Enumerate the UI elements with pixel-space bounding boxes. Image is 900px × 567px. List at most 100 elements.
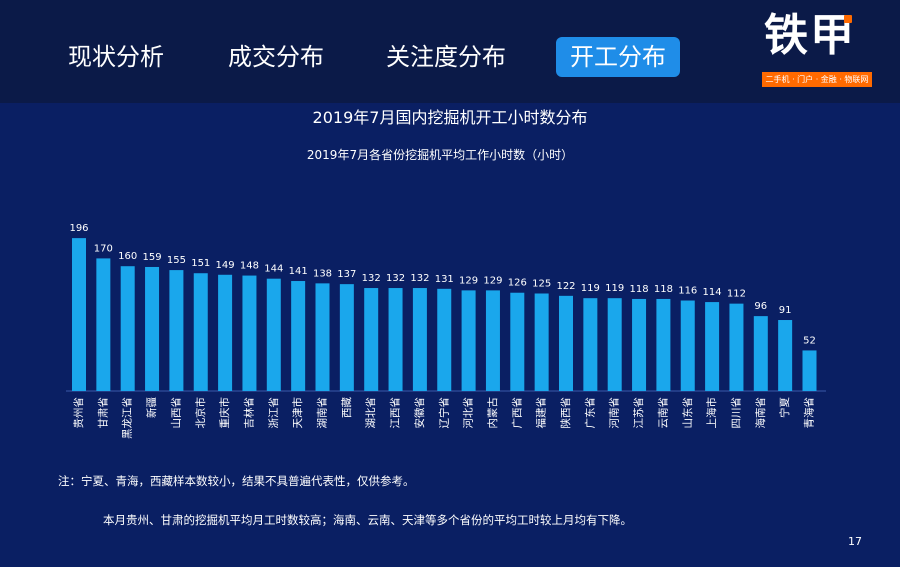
data-label-7: 148 bbox=[240, 261, 259, 272]
bar-1 bbox=[96, 258, 111, 391]
bar-20 bbox=[559, 295, 573, 391]
bar-10 bbox=[315, 283, 330, 391]
category-label-1: 甘肃省 bbox=[96, 397, 109, 429]
category-label-22: 河南省 bbox=[608, 397, 621, 429]
data-label-11: 137 bbox=[337, 269, 356, 280]
data-label-14: 132 bbox=[410, 273, 429, 284]
brand-logo: 铁甲 二手机 · 门户 · 金融 · 物联网 bbox=[760, 8, 876, 90]
bar-21 bbox=[583, 298, 598, 391]
tab-attention-distribution[interactable]: 关注度分布 bbox=[386, 43, 506, 71]
category-label-17: 内蒙古 bbox=[486, 397, 499, 429]
bar-22 bbox=[607, 298, 622, 391]
summary-text: 本月贵州、甘肃的挖掘机平均月工时数较高；海南、云南、天津等多个省份的平均工时较上… bbox=[103, 513, 632, 527]
data-label-23: 118 bbox=[630, 284, 649, 295]
bar-8 bbox=[266, 278, 281, 391]
bar-11 bbox=[339, 284, 354, 391]
category-label-30: 青海省 bbox=[803, 397, 816, 429]
data-label-18: 126 bbox=[508, 278, 527, 289]
bar-15 bbox=[437, 288, 452, 391]
bar-chart: 196 贵州省 170 甘肃省 160 黑龙江省 159 新疆 155 山西省 151 北京市 149 重… bbox=[66, 223, 826, 439]
bar-26 bbox=[705, 302, 720, 391]
bar-19 bbox=[534, 293, 549, 391]
bar-7 bbox=[242, 275, 257, 391]
bar-12 bbox=[364, 288, 379, 391]
category-label-12: 湖北省 bbox=[364, 397, 377, 429]
data-label-4: 155 bbox=[167, 255, 186, 266]
page-number: 17 bbox=[848, 535, 862, 548]
data-label-9: 141 bbox=[289, 266, 308, 277]
bar-16 bbox=[461, 290, 476, 391]
category-label-9: 天津市 bbox=[291, 397, 304, 429]
footnote: 注：宁夏、青海，西藏样本数较小，结果不具普遍代表性，仅供参考。 bbox=[58, 474, 415, 488]
bar-9 bbox=[291, 281, 306, 391]
data-label-5: 151 bbox=[191, 258, 210, 269]
data-label-25: 116 bbox=[678, 286, 697, 297]
data-label-6: 149 bbox=[216, 260, 235, 271]
logo-accent-mark bbox=[844, 15, 852, 23]
bar-29 bbox=[778, 320, 793, 391]
category-label-5: 北京市 bbox=[194, 397, 207, 429]
bar-13 bbox=[388, 288, 403, 391]
category-label-0: 贵州省 bbox=[72, 397, 85, 429]
category-label-15: 辽宁省 bbox=[437, 397, 450, 429]
category-label-2: 黑龙江省 bbox=[121, 397, 134, 439]
category-label-13: 江西省 bbox=[389, 397, 402, 429]
data-label-22: 119 bbox=[605, 283, 624, 294]
category-label-8: 浙江省 bbox=[267, 397, 280, 429]
bar-3 bbox=[145, 266, 160, 391]
data-label-30: 52 bbox=[803, 335, 816, 346]
bar-14 bbox=[412, 288, 427, 391]
category-label-3: 新疆 bbox=[145, 397, 158, 418]
category-label-7: 吉林省 bbox=[242, 397, 255, 429]
category-label-25: 山东省 bbox=[681, 397, 694, 429]
bar-4 bbox=[169, 270, 184, 391]
data-label-1: 170 bbox=[94, 243, 113, 254]
category-label-4: 山西省 bbox=[169, 397, 182, 429]
data-label-2: 160 bbox=[118, 251, 137, 262]
tab-operation-distribution[interactable]: 开工分布 bbox=[556, 37, 680, 77]
bar-25 bbox=[680, 300, 695, 391]
category-label-18: 广西省 bbox=[510, 397, 523, 429]
data-label-27: 112 bbox=[727, 289, 746, 300]
data-label-29: 91 bbox=[779, 305, 792, 316]
tab-deal-distribution[interactable]: 成交分布 bbox=[228, 43, 324, 71]
data-label-15: 131 bbox=[435, 274, 454, 285]
data-label-17: 129 bbox=[483, 275, 502, 286]
data-label-24: 118 bbox=[654, 284, 673, 295]
data-label-0: 196 bbox=[69, 223, 88, 234]
logo-name: 铁甲 bbox=[764, 10, 856, 61]
data-label-8: 144 bbox=[264, 264, 283, 275]
tab-status-analysis[interactable]: 现状分析 bbox=[68, 43, 164, 71]
category-label-6: 重庆市 bbox=[218, 397, 231, 429]
bar-18 bbox=[510, 292, 525, 391]
chart-subtitle: 2019年7月各省份挖掘机平均工作小时数（小时） bbox=[306, 148, 574, 162]
category-label-16: 河北省 bbox=[462, 397, 475, 429]
category-label-23: 江苏省 bbox=[632, 397, 645, 429]
category-label-24: 云南省 bbox=[656, 397, 669, 429]
bar-6 bbox=[218, 274, 233, 391]
header-bar: 现状分析 成交分布 关注度分布 开工分布 铁甲 二手机 · 门户 · 金融 · … bbox=[0, 0, 900, 103]
data-label-21: 119 bbox=[581, 283, 600, 294]
bar-23 bbox=[632, 298, 647, 391]
category-label-27: 四川省 bbox=[729, 397, 742, 429]
bar-30 bbox=[802, 350, 817, 391]
bar-5 bbox=[193, 273, 208, 391]
bar-2 bbox=[120, 266, 135, 391]
bar-17 bbox=[485, 290, 500, 391]
data-label-19: 125 bbox=[532, 279, 551, 290]
data-label-3: 159 bbox=[143, 252, 162, 263]
chart-title: 2019年7月国内挖掘机开工小时数分布 bbox=[312, 108, 588, 127]
logo-tagline: 二手机 · 门户 · 金融 · 物联网 bbox=[762, 72, 872, 87]
category-label-21: 广东省 bbox=[583, 397, 596, 429]
bar-28 bbox=[753, 316, 768, 391]
bar-24 bbox=[656, 298, 671, 391]
category-label-10: 湖南省 bbox=[316, 397, 329, 429]
bar-0 bbox=[72, 238, 86, 391]
bar-27 bbox=[729, 303, 744, 391]
category-label-19: 福建省 bbox=[535, 397, 548, 429]
data-label-10: 138 bbox=[313, 268, 332, 279]
category-label-20: 陕西省 bbox=[559, 397, 572, 429]
data-label-20: 122 bbox=[556, 281, 575, 292]
category-label-28: 海南省 bbox=[754, 397, 767, 429]
category-label-11: 西藏 bbox=[341, 397, 353, 418]
